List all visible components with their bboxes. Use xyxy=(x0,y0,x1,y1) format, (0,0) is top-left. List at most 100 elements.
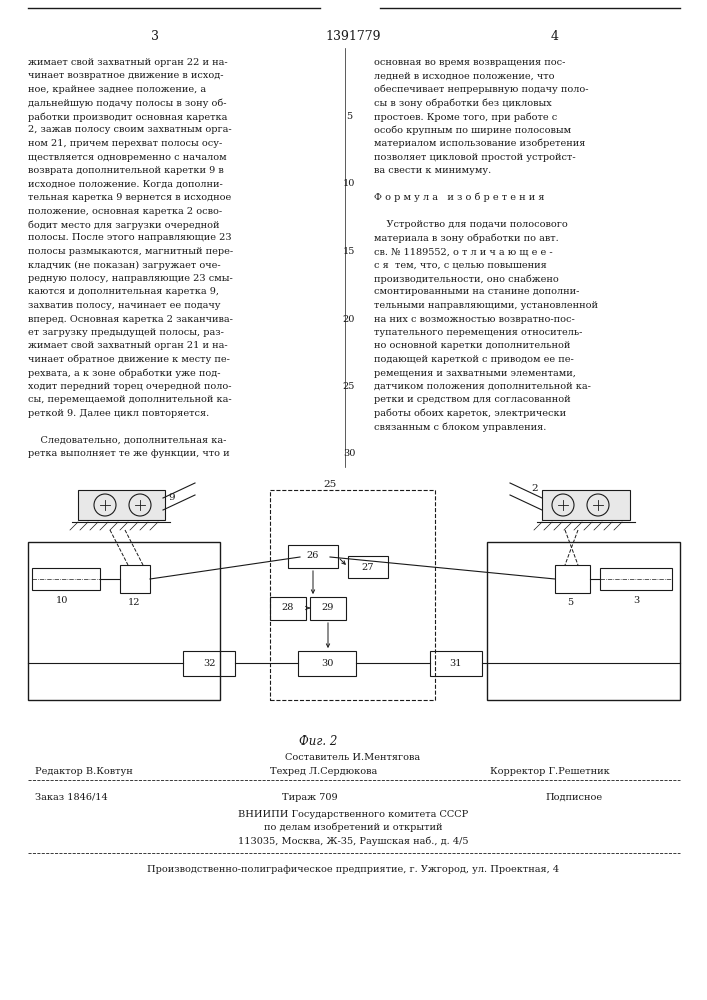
Text: ное, крайнее заднее положение, а: ное, крайнее заднее положение, а xyxy=(28,85,206,94)
Text: основная во время возвращения пос-: основная во время возвращения пос- xyxy=(374,58,566,67)
Text: ществляется одновременно с началом: ществляется одновременно с началом xyxy=(28,152,227,161)
Text: 32: 32 xyxy=(203,658,215,668)
Text: 5: 5 xyxy=(346,112,352,121)
Text: чинает обратное движение к месту пе-: чинает обратное движение к месту пе- xyxy=(28,355,230,364)
Text: Заказ 1846/14: Заказ 1846/14 xyxy=(35,793,107,802)
Text: 5: 5 xyxy=(567,598,573,607)
Bar xyxy=(120,565,150,593)
Text: особо крупным по ширине полосовым: особо крупным по ширине полосовым xyxy=(374,125,571,135)
Text: материала в зону обработки по авт.: материала в зону обработки по авт. xyxy=(374,233,559,243)
Bar xyxy=(32,568,100,590)
Bar xyxy=(487,542,680,700)
Text: ледней в исходное положение, что: ледней в исходное положение, что xyxy=(374,72,554,81)
Text: 9: 9 xyxy=(168,493,175,502)
Bar xyxy=(348,556,388,578)
Text: кладчик (не показан) загружает оче-: кладчик (не показан) загружает оче- xyxy=(28,260,221,270)
Text: 113035, Москва, Ж-35, Раушская наб., д. 4/5: 113035, Москва, Ж-35, Раушская наб., д. … xyxy=(238,836,468,846)
Text: редную полосу, направляющие 23 смы-: редную полосу, направляющие 23 смы- xyxy=(28,274,233,283)
Bar xyxy=(78,490,165,520)
Text: сы, перемещаемой дополнительной ка-: сы, перемещаемой дополнительной ка- xyxy=(28,395,232,404)
Text: 20: 20 xyxy=(343,314,355,324)
Text: Корректор Г.Решетник: Корректор Г.Решетник xyxy=(490,767,609,776)
Text: 31: 31 xyxy=(450,658,462,668)
Bar xyxy=(310,597,346,620)
Text: реткой 9. Далее цикл повторяется.: реткой 9. Далее цикл повторяется. xyxy=(28,409,209,418)
Text: 15: 15 xyxy=(343,247,355,256)
Text: ном 21, причем перехват полосы осу-: ном 21, причем перехват полосы осу- xyxy=(28,139,222,148)
Text: 1391779: 1391779 xyxy=(325,30,381,43)
Text: Производственно-полиграфическое предприятие, г. Ужгород, ул. Проектная, 4: Производственно-полиграфическое предприя… xyxy=(147,865,559,874)
Text: производительности, оно снабжено: производительности, оно снабжено xyxy=(374,274,559,284)
Bar xyxy=(542,490,630,520)
Text: 26: 26 xyxy=(307,552,319,560)
Text: 12: 12 xyxy=(128,598,140,607)
Text: 2: 2 xyxy=(532,484,538,493)
Text: жимает свой захватный орган 22 и на-: жимает свой захватный орган 22 и на- xyxy=(28,58,228,67)
Text: с я  тем, что, с целью повышения: с я тем, что, с целью повышения xyxy=(374,260,547,269)
Text: работы обоих кареток, электрически: работы обоих кареток, электрически xyxy=(374,409,566,418)
Text: возврата дополнительной каретки 9 в: возврата дополнительной каретки 9 в xyxy=(28,166,223,175)
Text: 3: 3 xyxy=(151,30,159,43)
Text: каются и дополнительная каретка 9,: каются и дополнительная каретка 9, xyxy=(28,288,219,296)
Text: простоев. Кроме того, при работе с: простоев. Кроме того, при работе с xyxy=(374,112,557,121)
Text: ет загрузку предыдущей полосы, раз-: ет загрузку предыдущей полосы, раз- xyxy=(28,328,224,337)
Text: дальнейшую подачу полосы в зону об-: дальнейшую подачу полосы в зону об- xyxy=(28,99,226,108)
Text: Техред Л.Сердюкова: Техред Л.Сердюкова xyxy=(270,767,378,776)
Text: связанным с блоком управления.: связанным с блоком управления. xyxy=(374,422,547,432)
Bar xyxy=(183,651,235,676)
Text: исходное положение. Когда дополни-: исходное положение. Когда дополни- xyxy=(28,180,223,188)
Text: Составитель И.Ментягова: Составитель И.Ментягова xyxy=(286,753,421,762)
Text: позволяет цикловой простой устройст-: позволяет цикловой простой устройст- xyxy=(374,152,575,161)
Text: Тираж 709: Тираж 709 xyxy=(282,793,338,802)
Text: тупательного перемещения относитель-: тупательного перемещения относитель- xyxy=(374,328,583,337)
Text: 25: 25 xyxy=(323,480,337,489)
Bar xyxy=(288,545,338,568)
Bar xyxy=(28,542,220,700)
Bar xyxy=(270,597,306,620)
Text: захватив полосу, начинает ее подачу: захватив полосу, начинает ее подачу xyxy=(28,301,221,310)
Text: полосы размыкаются, магнитный пере-: полосы размыкаются, магнитный пере- xyxy=(28,247,233,256)
Bar xyxy=(298,651,356,676)
Text: 28: 28 xyxy=(282,603,294,612)
Text: 30: 30 xyxy=(343,450,355,458)
Text: 3: 3 xyxy=(633,596,639,605)
Text: жимает свой захватный орган 21 и на-: жимает свой захватный орган 21 и на- xyxy=(28,342,228,351)
Text: Ф о р м у л а   и з о б р е т е н и я: Ф о р м у л а и з о б р е т е н и я xyxy=(374,193,544,202)
Text: положение, основная каретка 2 осво-: положение, основная каретка 2 осво- xyxy=(28,207,222,216)
Text: Фиг. 2: Фиг. 2 xyxy=(299,735,337,748)
Text: но основной каретки дополнительной: но основной каретки дополнительной xyxy=(374,342,571,351)
Text: сы в зону обработки без цикловых: сы в зону обработки без цикловых xyxy=(374,99,551,108)
Text: 2, зажав полосу своим захватным орга-: 2, зажав полосу своим захватным орга- xyxy=(28,125,232,134)
Text: 30: 30 xyxy=(321,658,333,668)
Text: чинает возвратное движение в исход-: чинает возвратное движение в исход- xyxy=(28,72,223,81)
Text: ретки и средством для согласованной: ретки и средством для согласованной xyxy=(374,395,571,404)
Text: рехвата, а к зоне обработки уже под-: рехвата, а к зоне обработки уже под- xyxy=(28,368,221,378)
Text: полосы. После этого направляющие 23: полосы. После этого направляющие 23 xyxy=(28,233,232,242)
Text: подающей кареткой с приводом ее пе-: подающей кареткой с приводом ее пе- xyxy=(374,355,574,364)
Text: на них с возможностью возвратно-пос-: на них с возможностью возвратно-пос- xyxy=(374,314,575,324)
Text: 27: 27 xyxy=(362,562,374,572)
Text: ретка выполняет те же функции, что и: ретка выполняет те же функции, что и xyxy=(28,450,230,458)
Text: вперед. Основная каретка 2 заканчива-: вперед. Основная каретка 2 заканчива- xyxy=(28,314,233,324)
Bar xyxy=(270,490,435,700)
Text: 4: 4 xyxy=(551,30,559,43)
Text: Подписное: Подписное xyxy=(545,793,602,802)
Text: по делам изобретений и открытий: по делам изобретений и открытий xyxy=(264,823,443,832)
Bar xyxy=(555,565,590,593)
Text: обеспечивает непрерывную подачу поло-: обеспечивает непрерывную подачу поло- xyxy=(374,85,588,95)
Text: тельными направляющими, установленной: тельными направляющими, установленной xyxy=(374,301,598,310)
Text: 10: 10 xyxy=(56,596,68,605)
Bar xyxy=(600,568,672,590)
Text: Устройство для подачи полосового: Устройство для подачи полосового xyxy=(374,220,568,229)
Text: ва свести к минимуму.: ва свести к минимуму. xyxy=(374,166,491,175)
Text: ходит передний торец очередной поло-: ходит передний торец очередной поло- xyxy=(28,382,231,391)
Text: тельная каретка 9 вернется в исходное: тельная каретка 9 вернется в исходное xyxy=(28,193,231,202)
Text: работки производит основная каретка: работки производит основная каретка xyxy=(28,112,228,121)
Bar xyxy=(430,651,482,676)
Text: датчиком положения дополнительной ка-: датчиком положения дополнительной ка- xyxy=(374,382,591,391)
Text: св. № 1189552, о т л и ч а ю щ е е -: св. № 1189552, о т л и ч а ю щ е е - xyxy=(374,247,553,256)
Text: 25: 25 xyxy=(343,382,355,391)
Text: Следовательно, дополнительная ка-: Следовательно, дополнительная ка- xyxy=(28,436,226,445)
Text: материалом использование изобретения: материалом использование изобретения xyxy=(374,139,585,148)
Text: 10: 10 xyxy=(343,180,355,188)
